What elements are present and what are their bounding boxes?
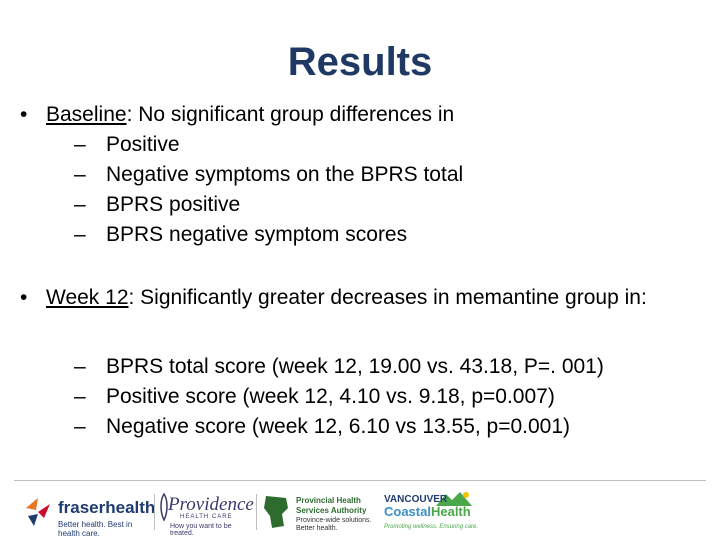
- bullet-text: : No significant group differences in: [126, 103, 455, 126]
- bullet-lead: Week 12: [46, 286, 129, 309]
- logo-separator: [256, 494, 257, 530]
- bullet-baseline: • Baseline: No significant group differe…: [20, 100, 700, 130]
- vch-coastal: Coastal: [384, 504, 431, 519]
- fraserhealth-logo: fraserhealth Better health. Best in heal…: [22, 490, 155, 538]
- fraserhealth-tagline: Better health. Best in health care.: [58, 520, 133, 538]
- sub-list-week12: – BPRS total score (week 12, 19.00 vs. 43…: [20, 352, 700, 442]
- dash-marker: –: [74, 385, 86, 408]
- sub-item-text: BPRS total score (week 12, 19.00 vs. 43.…: [106, 355, 604, 378]
- vch-line2: CoastalHealth: [384, 504, 471, 519]
- sub-item: – Positive: [74, 130, 700, 160]
- fraserhealth-name: fraserhealth: [58, 498, 156, 517]
- sub-item: – BPRS total score (week 12, 19.00 vs. 43…: [74, 352, 700, 382]
- dash-marker: –: [74, 415, 86, 438]
- bullet-week12: • Week 12: Significantly greater decreas…: [20, 285, 700, 310]
- dash-marker: –: [74, 133, 86, 156]
- bc-map-icon: [264, 496, 288, 528]
- bullet-text: : Significantly greater decreases in mem…: [128, 286, 647, 309]
- providence-subtitle: HEALTH CARE: [180, 514, 233, 520]
- providence-mark-icon: [160, 492, 168, 522]
- phsa-line1: Provincial Health: [296, 496, 361, 505]
- sub-item-text: Negative symptoms on the BPRS total: [106, 163, 464, 186]
- phsa-logo: Provincial Health Services Authority Pro…: [262, 490, 374, 534]
- vch-tagline: Promoting wellness. Ensuring care.: [384, 524, 479, 530]
- vch-logo: VANCOUVER CoastalHealth Promoting wellne…: [384, 490, 480, 534]
- slide-title: Results: [287, 40, 433, 84]
- mountain-icon: [436, 492, 472, 506]
- sub-item-text: Positive score (week 12, 4.10 vs. 9.18, …: [106, 385, 555, 408]
- sub-item: – Negative score (week 12, 6.10 vs 13.55,…: [74, 412, 700, 442]
- bullet-marker: •: [20, 103, 28, 126]
- bullet-marker: •: [20, 286, 28, 309]
- phsa-line4: Better health.: [296, 525, 338, 532]
- sub-item-text: BPRS negative symptom scores: [106, 223, 408, 246]
- footer-divider: [14, 480, 706, 481]
- dash-marker: –: [74, 223, 86, 246]
- sub-item-text: BPRS positive: [106, 193, 241, 216]
- sub-item: – Negative symptoms on the BPRS total: [74, 160, 700, 190]
- vch-line1: VANCOUVER: [384, 494, 448, 505]
- dash-marker: –: [74, 163, 86, 186]
- sub-item-text: Positive: [106, 133, 180, 156]
- sub-item: – Positive score (week 12, 4.10 vs. 9.18,…: [74, 382, 700, 412]
- providence-name: Providence: [168, 494, 254, 515]
- providence-logo: Providence HEALTH CARE How you want to b…: [158, 490, 254, 537]
- footer-logos: fraserhealth Better health. Best in heal…: [0, 484, 720, 540]
- vch-health: Health: [430, 504, 471, 519]
- phsa-line3: Province-wide solutions.: [296, 517, 372, 524]
- sub-list-baseline: – Positive – Negative symptoms on the BPRS…: [20, 130, 700, 250]
- dash-marker: –: [74, 193, 86, 216]
- sub-item: – BPRS negative symptom scores: [74, 220, 700, 250]
- sub-item: – BPRS positive: [74, 190, 700, 220]
- providence-tagline: How you want to be treated.: [170, 523, 232, 537]
- phsa-line2: Services Authority: [296, 506, 367, 515]
- bullet-lead: Baseline: [46, 103, 127, 126]
- fraserhealth-mark-icon: [26, 498, 50, 526]
- sub-item-text: Negative score (week 12, 6.10 vs 13.55, …: [106, 415, 571, 438]
- logo-separator: [154, 494, 155, 530]
- dash-marker: –: [74, 355, 86, 378]
- slide-content: • Baseline: No significant group differe…: [20, 100, 700, 442]
